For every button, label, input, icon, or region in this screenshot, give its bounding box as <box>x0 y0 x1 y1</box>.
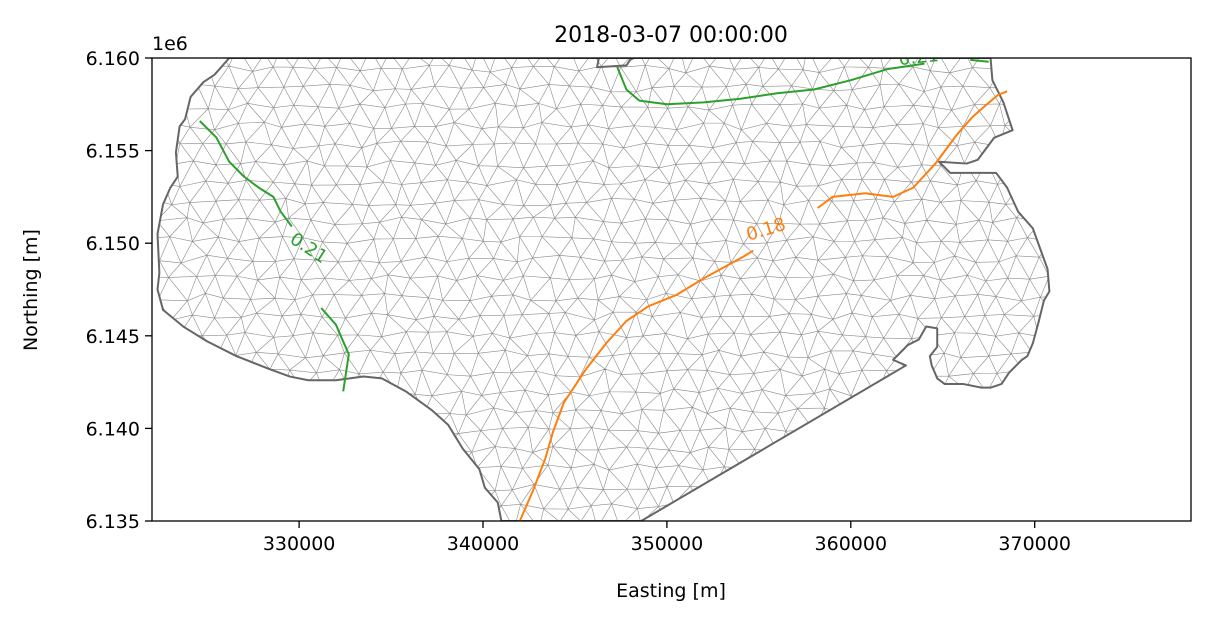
plot-area: 0.210.210.18 <box>156 58 1051 521</box>
y-axis-label: Northing [m] <box>20 229 42 351</box>
x-tick-label: 350000 <box>631 533 704 555</box>
x-axis-ticks: 330000 340000 350000 360000 370000 <box>263 521 1071 555</box>
y-tick-label: 6.150 <box>86 233 140 255</box>
x-tick-label: 330000 <box>263 533 336 555</box>
contour-line-0.18 <box>817 90 1008 209</box>
chart-title: 2018-03-07 00:00:00 <box>554 23 788 48</box>
x-axis-label: Easting [m] <box>616 580 726 602</box>
axes-frame <box>151 57 1192 522</box>
y-tick-label: 6.160 <box>86 48 140 70</box>
contour-line-0.18 <box>518 249 754 521</box>
x-tick-label: 340000 <box>447 533 520 555</box>
contour-line-0.21 <box>199 120 293 228</box>
x-tick-label: 370000 <box>998 533 1071 555</box>
y-tick-label: 6.155 <box>86 141 140 163</box>
y-tick-label: 6.135 <box>86 511 140 533</box>
y-tick-label: 6.145 <box>86 326 140 348</box>
contour-line-0.21 <box>970 58 989 63</box>
contour-label: 0.21 <box>286 229 331 268</box>
contour-line-0.21 <box>320 307 350 392</box>
domain-boundary <box>156 58 1051 521</box>
y-tick-label: 6.140 <box>86 418 140 440</box>
y-axis-offset-label: 1e6 <box>152 33 188 55</box>
contour-line-0.21 <box>616 62 925 106</box>
x-tick-label: 360000 <box>815 533 888 555</box>
triangular-mesh <box>157 58 1050 521</box>
mesh-triangles <box>157 58 1050 521</box>
domain-boundary-layer <box>156 58 1051 521</box>
contour-lines: 0.210.210.18 <box>199 58 1008 521</box>
y-axis-ticks: 6.135 6.140 6.145 6.150 6.155 6.160 <box>86 48 152 533</box>
